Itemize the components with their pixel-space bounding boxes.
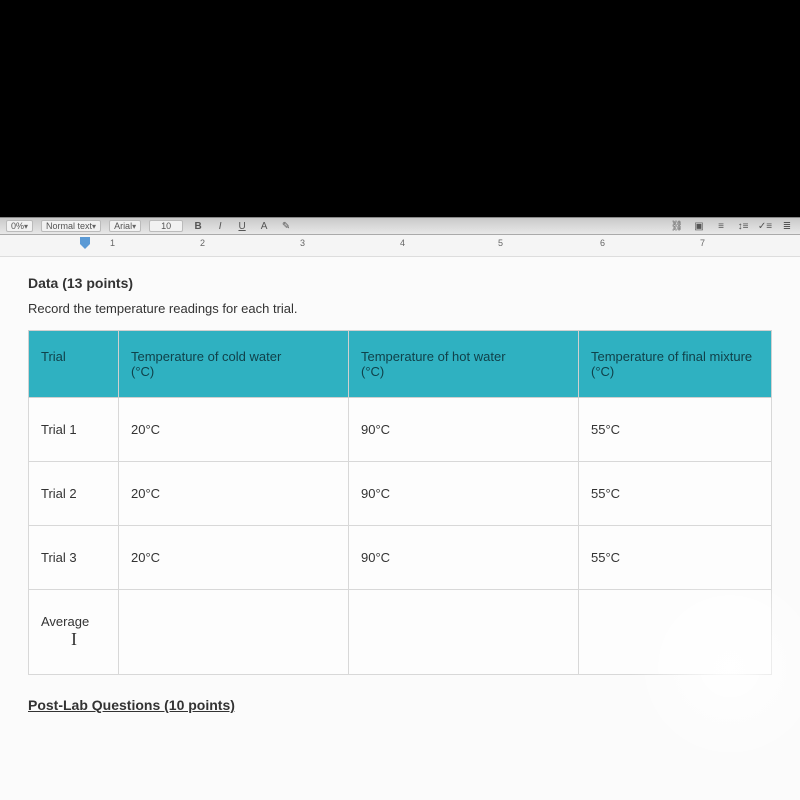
fontsize-value: 10 xyxy=(161,221,171,231)
list-icon[interactable]: ≣ xyxy=(780,220,794,232)
section-instruction: Record the temperature readings for each… xyxy=(28,301,772,316)
checklist-icon[interactable]: ✓≡ xyxy=(758,220,772,232)
highlight-icon[interactable]: ✎ xyxy=(279,220,293,232)
header-text: (°C) xyxy=(131,364,336,379)
chevron-down-icon: ▾ xyxy=(92,222,96,231)
text-color-icon[interactable]: A xyxy=(257,220,271,232)
table-row[interactable]: Trial 2 20°C 90°C 55°C xyxy=(29,462,772,526)
average-label: Average xyxy=(41,614,89,629)
cell-average-label[interactable]: Average I xyxy=(29,590,119,675)
cell-final[interactable]: 55°C xyxy=(579,526,772,590)
indent-marker-icon[interactable] xyxy=(80,237,90,251)
document-body[interactable]: Data (13 points) Record the temperature … xyxy=(0,257,800,800)
cell-final[interactable]: 55°C xyxy=(579,462,772,526)
header-text: (°C) xyxy=(591,364,759,379)
font-dropdown[interactable]: Arial ▾ xyxy=(109,220,141,232)
cell-cold[interactable]: 20°C xyxy=(119,398,349,462)
ruler-tick: 3 xyxy=(300,238,305,248)
postlab-heading: Post-Lab Questions (10 points) xyxy=(28,697,772,713)
fontsize-dropdown[interactable]: 10 xyxy=(149,220,183,232)
temperature-table: Trial Temperature of cold water (°C) Tem… xyxy=(28,330,772,675)
header-text: (°C) xyxy=(361,364,566,379)
col-header-final: Temperature of final mixture (°C) xyxy=(579,331,772,398)
table-row[interactable]: Trial 1 20°C 90°C 55°C xyxy=(29,398,772,462)
col-header-trial: Trial xyxy=(29,331,119,398)
style-value: Normal text xyxy=(46,221,92,231)
table-header-row: Trial Temperature of cold water (°C) Tem… xyxy=(29,331,772,398)
bold-icon[interactable]: B xyxy=(191,220,205,232)
image-icon[interactable]: ▣ xyxy=(692,220,706,232)
text-cursor-icon: I xyxy=(71,629,77,649)
cell-hot[interactable]: 90°C xyxy=(349,462,579,526)
header-text: Temperature of final mixture xyxy=(591,349,759,364)
cell-average-cold[interactable] xyxy=(119,590,349,675)
chevron-down-icon: ▾ xyxy=(132,222,136,231)
cell-trial[interactable]: Trial 1 xyxy=(29,398,119,462)
cell-trial[interactable]: Trial 2 xyxy=(29,462,119,526)
ruler-tick: 6 xyxy=(600,238,605,248)
table-row[interactable]: Trial 3 20°C 90°C 55°C xyxy=(29,526,772,590)
cell-cold[interactable]: 20°C xyxy=(119,462,349,526)
section-heading: Data (13 points) xyxy=(28,275,772,291)
header-text: Temperature of hot water xyxy=(361,349,566,364)
italic-icon[interactable]: I xyxy=(213,220,227,232)
cell-average-final[interactable] xyxy=(579,590,772,675)
ruler-tick: 5 xyxy=(498,238,503,248)
style-dropdown[interactable]: Normal text ▾ xyxy=(41,220,101,232)
font-value: Arial xyxy=(114,221,132,231)
line-spacing-icon[interactable]: ↕≡ xyxy=(736,220,750,232)
docs-toolbar: 0% ▾ Normal text ▾ Arial ▾ 10 B I U A ✎ … xyxy=(0,217,800,235)
col-header-cold: Temperature of cold water (°C) xyxy=(119,331,349,398)
table-row-average[interactable]: Average I xyxy=(29,590,772,675)
black-masked-region xyxy=(0,0,800,217)
link-icon[interactable]: ⛓ xyxy=(670,220,684,232)
cell-cold[interactable]: 20°C xyxy=(119,526,349,590)
underline-icon[interactable]: U xyxy=(235,220,249,232)
cell-hot[interactable]: 90°C xyxy=(349,526,579,590)
cell-average-hot[interactable] xyxy=(349,590,579,675)
header-text: Trial xyxy=(41,349,106,364)
cell-trial[interactable]: Trial 3 xyxy=(29,526,119,590)
cell-hot[interactable]: 90°C xyxy=(349,398,579,462)
ruler-tick: 2 xyxy=(200,238,205,248)
ruler-tick: 7 xyxy=(700,238,705,248)
zoom-dropdown[interactable]: 0% ▾ xyxy=(6,220,33,232)
align-icon[interactable]: ≡ xyxy=(714,220,728,232)
ruler-tick: 1 xyxy=(110,238,115,248)
ruler-tick: 4 xyxy=(400,238,405,248)
header-text: Temperature of cold water xyxy=(131,349,336,364)
cell-final[interactable]: 55°C xyxy=(579,398,772,462)
col-header-hot: Temperature of hot water (°C) xyxy=(349,331,579,398)
horizontal-ruler: 1 2 3 4 5 6 7 xyxy=(0,235,800,257)
zoom-value: 0% xyxy=(11,221,24,231)
chevron-down-icon: ▾ xyxy=(24,222,28,231)
